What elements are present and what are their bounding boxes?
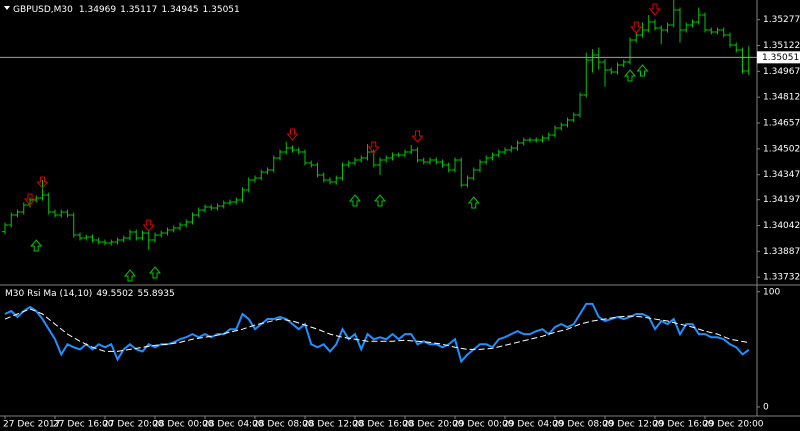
fractal-arrow — [623, 69, 637, 82]
x-tick-label: 29 Dec 00:00 — [453, 420, 514, 430]
x-tick-label: 28 Dec 16:00 — [353, 420, 414, 430]
bid-label: 1.35051 — [762, 53, 799, 63]
x-tick-label: 28 Dec 04:00 — [203, 420, 264, 430]
y-tick-label: 1.35122 — [763, 41, 800, 51]
last-high: 1.35117 — [120, 5, 157, 15]
rsi-last: 49.5502 — [96, 289, 133, 299]
fractal-arrow — [411, 130, 424, 143]
fractal-arrow — [373, 194, 387, 207]
x-tick-label: 29 Dec 12:00 — [603, 420, 664, 430]
x-tick-label: 28 Dec 20:00 — [403, 420, 464, 430]
y-tick-label: 1.34967 — [763, 67, 800, 77]
fractal-arrow — [123, 269, 137, 282]
fractal-arrow — [467, 196, 480, 209]
ma-line — [4, 308, 749, 352]
y-tick-label: 1.34347 — [763, 170, 800, 180]
x-tick-label: 28 Dec 08:00 — [253, 420, 314, 430]
last-close: 1.35051 — [203, 5, 240, 15]
symbol-title: GBPUSD,M30 — [13, 5, 73, 15]
y-tick-label: 1.34657 — [763, 119, 800, 129]
x-tick-label: 29 Dec 16:00 — [653, 420, 714, 430]
y-tick-label: 1.34042 — [763, 221, 800, 231]
indicator-header: M30 Rsi Ma (14,10) 49.5502 55.8935 — [5, 289, 175, 299]
x-tick-label: 29 Dec 04:00 — [503, 420, 564, 430]
y-tick-label: 1.34812 — [763, 93, 800, 103]
fractal-arrow — [286, 128, 299, 141]
menu-triangle — [4, 6, 10, 10]
fractal-arrow — [630, 21, 643, 34]
x-tick-label: 29 Dec 20:00 — [703, 420, 764, 430]
indicator-title: M30 Rsi Ma (14,10) — [5, 289, 92, 299]
y-tick-label: 0 — [763, 402, 769, 412]
chart-header: GBPUSD,M30 1.34969 1.35117 1.34945 1.35051 — [13, 5, 240, 15]
y-tick-label: 1.33887 — [763, 247, 800, 257]
fractal-arrow — [367, 141, 380, 154]
ma-last: 55.8935 — [138, 289, 175, 299]
x-tick-label: 28 Dec 12:00 — [303, 420, 364, 430]
fractal-arrow — [36, 176, 49, 189]
fractal-arrow — [636, 64, 649, 77]
x-tick-label: 27 Dec 16:00 — [53, 420, 114, 430]
fractal-arrow — [148, 266, 162, 279]
last-open: 1.34969 — [79, 5, 116, 15]
x-tick-label: 27 Dec 2017 — [3, 420, 61, 430]
bid-label-box — [757, 51, 800, 64]
fractal-arrow — [648, 3, 662, 16]
y-tick-label: 1.34502 — [763, 144, 800, 154]
y-tick-label: 100 — [763, 287, 780, 297]
fractal-arrow — [30, 239, 43, 252]
y-tick-label: 1.35277 — [763, 15, 800, 25]
fractal-arrow — [23, 193, 37, 206]
y-tick-label: 1.33732 — [763, 273, 800, 283]
y-tick-label: 1.34197 — [763, 195, 800, 205]
rsi-line — [4, 302, 750, 364]
x-tick-label: 28 Dec 00:00 — [153, 420, 214, 430]
fractal-arrow — [142, 219, 155, 232]
last-low: 1.34945 — [161, 5, 198, 15]
x-tick-label: 29 Dec 08:00 — [553, 420, 614, 430]
x-tick-label: 27 Dec 20:00 — [103, 420, 164, 430]
fractal-arrow — [348, 194, 362, 207]
